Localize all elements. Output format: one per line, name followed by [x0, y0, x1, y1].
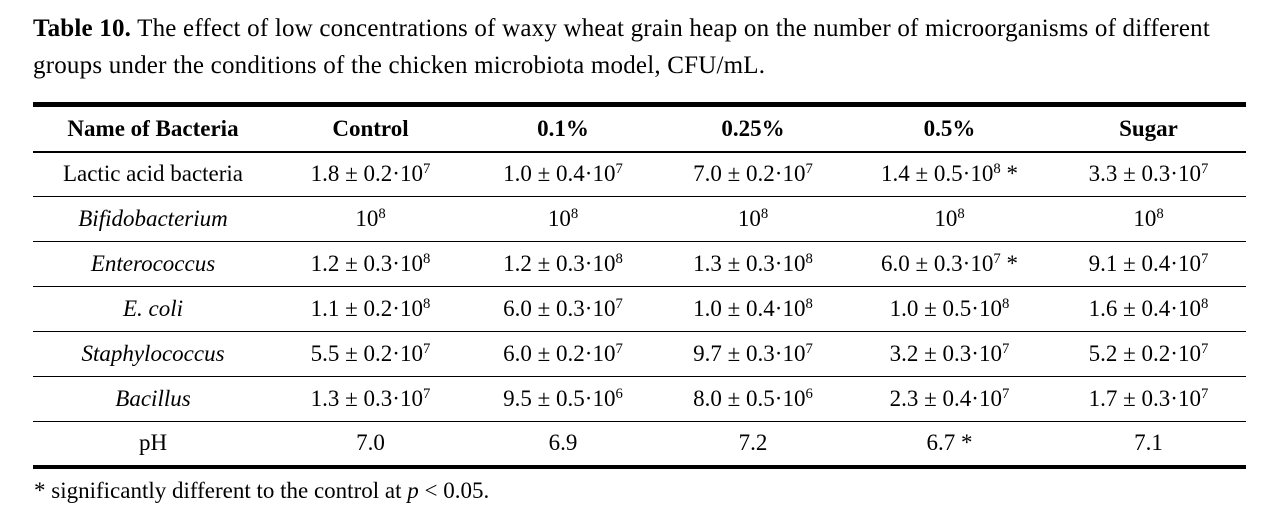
value-cell: 2.3 ± 0.4·107	[889, 385, 1010, 411]
value-cell: 6.7 *	[926, 430, 973, 456]
column-header: Name of Bacteria	[67, 115, 239, 141]
value-cell: 7.1	[1134, 430, 1163, 456]
table-row: Enterococcus 1.2 ± 0.3·108 1.2 ± 0.3·108 1.…	[33, 242, 1246, 287]
value-cell: 1.2 ± 0.3·108	[503, 250, 623, 276]
data-table: Name of Bacteria Control 0.1% 0.25% 0.5% Suga…	[33, 102, 1246, 469]
value-cell: 5.2 ± 0.2·107	[1088, 340, 1209, 366]
footnote-condition: < 0.05.	[424, 477, 490, 503]
table-row: Bacillus 1.3 ± 0.3·107 9.5 ± 0.5·106 8.0 ± …	[33, 377, 1246, 422]
value-cell: 1.4 ± 0.5·108 *	[881, 161, 1018, 187]
value-cell: 108	[737, 205, 769, 231]
column-header: Control	[332, 115, 409, 141]
value-cell: 1.0 ± 0.4·108	[693, 295, 813, 321]
value-cell: 3.2 ± 0.3·107	[889, 340, 1010, 366]
table-row: Staphylococcus 5.5 ± 0.2·107 6.0 ± 0.2·107…	[33, 332, 1246, 377]
value-cell: 7.0 ± 0.2·107	[693, 161, 813, 187]
value-cell: 108	[355, 205, 386, 231]
footnote-text: * significantly different to the control…	[34, 477, 402, 503]
value-cell: 1.3 ± 0.3·108	[693, 250, 813, 276]
value-cell: 1.7 ± 0.3·107	[1088, 385, 1209, 411]
bacteria-name-cell: E. coli	[122, 296, 184, 321]
value-cell: 1.1 ± 0.2·108	[310, 295, 431, 321]
value-cell: 1.3 ± 0.3·107	[310, 385, 431, 411]
bacteria-name-cell: Staphylococcus	[81, 341, 225, 366]
table-row: Lactic acid bacteria 1.8 ± 0.2·107 1.0 ± 0…	[33, 152, 1246, 197]
value-cell: 7.0	[356, 430, 385, 456]
value-cell: 9.7 ± 0.3·107	[693, 340, 813, 366]
value-cell: 1.0 ± 0.5·108	[889, 295, 1010, 321]
column-header: 0.5%	[923, 115, 976, 141]
table-row: Bifidobacterium 108 108 108 108 108	[33, 197, 1246, 242]
table-body: Lactic acid bacteria 1.8 ± 0.2·107 1.0 ± 0…	[33, 152, 1246, 467]
value-cell: 6.0 ± 0.3·107 *	[881, 250, 1018, 276]
value-cell: 5.5 ± 0.2·107	[310, 340, 431, 366]
value-cell: 108	[934, 205, 965, 231]
value-cell: 6.0 ± 0.3·107	[503, 295, 623, 321]
value-cell: 8.0 ± 0.5·106	[693, 385, 813, 411]
value-cell: 6.9	[548, 430, 578, 456]
value-cell: 108	[1133, 205, 1164, 231]
bacteria-name-cell: Bifidobacterium	[78, 206, 228, 231]
table-row: E. coli 1.1 ± 0.2·108 6.0 ± 0.3·107 1.0 ± 0…	[33, 287, 1246, 332]
value-cell: 6.0 ± 0.2·107	[503, 340, 623, 366]
bacteria-name-cell: Bacillus	[115, 386, 191, 411]
caption-label: Table 10.	[33, 15, 132, 42]
column-header: 0.1%	[537, 115, 589, 141]
bacteria-name-cell: pH	[138, 430, 168, 456]
value-cell: 1.6 ± 0.4·108	[1088, 295, 1209, 321]
bacteria-name-cell: Enterococcus	[90, 251, 216, 276]
column-header: Sugar	[1119, 115, 1178, 141]
table-header-row: Name of Bacteria Control 0.1% 0.25% 0.5% Suga…	[33, 105, 1246, 152]
column-header: 0.25%	[721, 115, 785, 141]
table-caption: Table 10. The effect of low concentratio…	[33, 10, 1247, 84]
value-cell: 1.0 ± 0.4·107	[503, 161, 623, 187]
value-cell: 108	[547, 205, 579, 231]
bacteria-name-cell: Lactic acid bacteria	[62, 161, 244, 187]
table-row: pH 7.0 6.9 7.2 6.7 * 7.1	[33, 422, 1246, 467]
footnote-p-symbol: p	[407, 477, 419, 503]
value-cell: 1.8 ± 0.2·107	[310, 161, 431, 187]
caption-text: The effect of low concentrations of waxy…	[33, 15, 1210, 79]
value-cell: 9.1 ± 0.4·107	[1088, 250, 1209, 276]
value-cell: 1.2 ± 0.3·108	[310, 250, 431, 276]
value-cell: 7.2	[738, 430, 768, 456]
footnote: * significantly different to the control…	[34, 476, 1245, 506]
value-cell: 3.3 ± 0.3·107	[1088, 161, 1209, 187]
value-cell: 9.5 ± 0.5·106	[503, 385, 623, 411]
